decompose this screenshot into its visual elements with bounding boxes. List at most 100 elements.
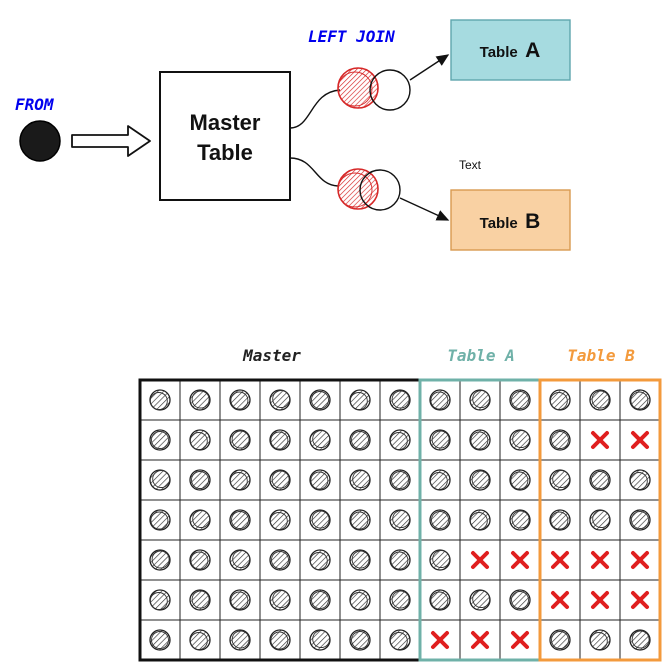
scribble-circle-icon bbox=[189, 549, 211, 571]
red-cross-icon bbox=[511, 631, 529, 649]
scribble-circle-icon bbox=[229, 629, 251, 651]
scribble-circle-icon bbox=[229, 549, 251, 571]
scribble-circle-icon bbox=[349, 549, 371, 571]
scribble-circle-icon bbox=[269, 469, 291, 491]
scribble-circle-icon bbox=[269, 509, 291, 531]
scribble-circle-icon bbox=[549, 509, 571, 531]
red-cross-icon bbox=[591, 591, 609, 609]
scribble-circle-icon bbox=[309, 629, 331, 651]
scribble-circle-icon bbox=[269, 429, 291, 451]
scribble-circle-icon bbox=[309, 389, 331, 411]
master-table-box bbox=[159, 71, 291, 201]
scribble-circle-icon bbox=[509, 389, 531, 411]
left-join-label: LEFT JOIN bbox=[308, 27, 395, 46]
scribble-circle-icon bbox=[549, 429, 571, 451]
scribble-circle-icon bbox=[589, 389, 611, 411]
scribble-circle-icon bbox=[189, 429, 211, 451]
scribble-circle-icon bbox=[189, 589, 211, 611]
scribble-circle-icon bbox=[509, 589, 531, 611]
red-cross-icon bbox=[591, 551, 609, 569]
filled-circle-icon bbox=[19, 120, 61, 162]
master-table-label-line2: Table bbox=[197, 140, 253, 165]
table-a-label: Table A bbox=[480, 39, 541, 62]
scribble-circle-icon bbox=[269, 629, 291, 651]
master-table-label-line1: Master bbox=[190, 110, 261, 135]
scribble-circle-icon bbox=[429, 429, 451, 451]
table-a-header: Table A bbox=[447, 346, 514, 365]
scribble-circle-icon bbox=[189, 629, 211, 651]
scribble-circle-icon bbox=[229, 429, 251, 451]
scribble-circle-icon bbox=[269, 589, 291, 611]
red-cross-icon bbox=[471, 631, 489, 649]
scribble-circle-icon bbox=[149, 509, 171, 531]
scribble-circle-icon bbox=[229, 389, 251, 411]
scribble-circle-icon bbox=[309, 549, 331, 571]
scribble-circle-icon bbox=[389, 589, 411, 611]
scribble-circle-icon bbox=[469, 589, 491, 611]
scribble-circle-icon bbox=[389, 509, 411, 531]
scribble-circle-icon bbox=[469, 469, 491, 491]
venn-left-join-icon bbox=[337, 67, 411, 111]
scribble-circle-icon bbox=[149, 629, 171, 651]
red-cross-icon bbox=[551, 591, 569, 609]
hollow-arrow-icon bbox=[71, 125, 151, 157]
scribble-circle-icon bbox=[189, 469, 211, 491]
arrow-to-table-a bbox=[409, 54, 450, 81]
text-label: Text bbox=[459, 158, 482, 172]
red-cross-icon bbox=[471, 551, 489, 569]
scribble-circle-icon bbox=[349, 429, 371, 451]
scribble-circle-icon bbox=[589, 469, 611, 491]
scribble-circle-icon bbox=[469, 509, 491, 531]
scribble-circle-icon bbox=[549, 389, 571, 411]
scribble-circle-icon bbox=[309, 509, 331, 531]
scribble-circle-icon bbox=[509, 509, 531, 531]
scribble-circle-icon bbox=[149, 589, 171, 611]
table-b-label: Table B bbox=[480, 210, 541, 233]
scribble-circle-icon bbox=[429, 389, 451, 411]
scribble-circle-icon bbox=[429, 469, 451, 491]
table-b-header: Table B bbox=[567, 346, 635, 365]
scribble-circle-icon bbox=[349, 509, 371, 531]
venn-left-join-icon bbox=[337, 168, 401, 211]
scribble-circle-icon bbox=[389, 389, 411, 411]
arrow-to-table-b bbox=[399, 197, 450, 221]
connector-to-venn-b bbox=[289, 157, 339, 187]
grid-cell bbox=[219, 579, 261, 621]
connector-to-venn-a bbox=[289, 89, 341, 129]
scribble-circle-icon bbox=[589, 509, 611, 531]
scribble-circle-icon bbox=[469, 389, 491, 411]
scribble-circle-icon bbox=[149, 549, 171, 571]
scribble-circle-icon bbox=[149, 429, 171, 451]
scribble-circle-icon bbox=[389, 629, 411, 651]
scribble-circle-icon bbox=[229, 509, 251, 531]
red-cross-icon bbox=[631, 431, 649, 449]
scribble-circle-icon bbox=[549, 629, 571, 651]
scribble-circle-icon bbox=[349, 469, 371, 491]
scribble-circle-icon bbox=[349, 389, 371, 411]
grid-cell bbox=[339, 579, 381, 621]
scribble-circle-icon bbox=[349, 629, 371, 651]
from-label: FROM bbox=[15, 95, 55, 114]
scribble-circle-icon bbox=[549, 469, 571, 491]
table-b-frame bbox=[538, 378, 662, 662]
red-cross-icon bbox=[631, 591, 649, 609]
scribble-circle-icon bbox=[629, 469, 651, 491]
red-cross-icon bbox=[511, 551, 529, 569]
red-cross-icon bbox=[631, 551, 649, 569]
scribble-circle-icon bbox=[149, 469, 171, 491]
scribble-circle-icon bbox=[429, 509, 451, 531]
scribble-circle-icon bbox=[309, 589, 331, 611]
scribble-circle-icon bbox=[629, 509, 651, 531]
scribble-circle-icon bbox=[269, 389, 291, 411]
red-cross-icon bbox=[431, 631, 449, 649]
scribble-circle-icon bbox=[309, 429, 331, 451]
scribble-circle-icon bbox=[309, 469, 331, 491]
scribble-circle-icon bbox=[389, 429, 411, 451]
scribble-circle-icon bbox=[429, 549, 451, 571]
scribble-circle-icon bbox=[629, 629, 651, 651]
scribble-circle-icon bbox=[389, 469, 411, 491]
scribble-circle-icon bbox=[189, 509, 211, 531]
master-header: Master bbox=[242, 346, 301, 365]
scribble-circle-icon bbox=[509, 469, 531, 491]
